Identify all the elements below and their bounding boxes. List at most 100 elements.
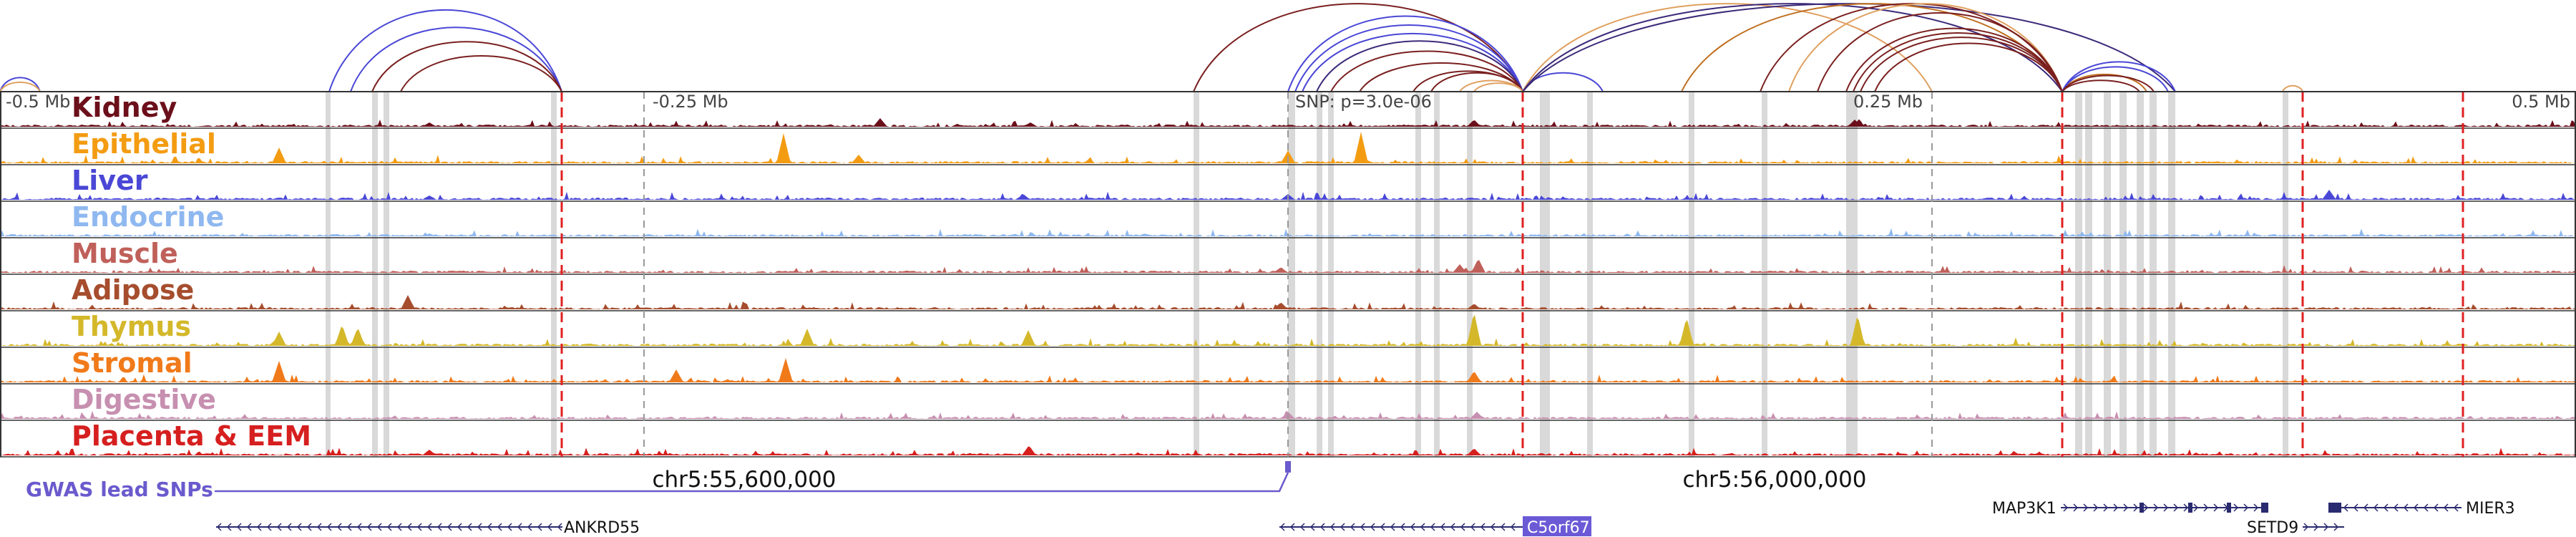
strand-arrow — [497, 523, 502, 531]
exon — [2328, 503, 2341, 513]
strand-arrow — [416, 523, 422, 531]
strand-arrow — [2103, 503, 2109, 512]
signal-area — [0, 358, 2576, 382]
strand-arrow — [2313, 523, 2319, 531]
strand-arrow — [1279, 523, 1285, 531]
strand-arrow — [2133, 503, 2139, 512]
gene-label-setd9: SETD9 — [2247, 519, 2298, 537]
chromatin-loop — [1845, 27, 2063, 92]
strand-arrows — [216, 523, 562, 531]
track-label-epithelial: Epithelial — [72, 128, 216, 160]
strand-arrow — [1330, 523, 1335, 531]
chromatin-loop — [1193, 3, 1523, 92]
chromatin-loop — [350, 26, 562, 92]
track-label-stromal: Stromal — [72, 347, 192, 379]
gene-label-c5orf67: C5orf67 — [1527, 519, 1590, 537]
strand-arrow — [2123, 503, 2129, 512]
chromatin-loop — [1522, 3, 2063, 92]
strand-arrow — [1420, 523, 1425, 531]
gene-label-ankrd55: ANKRD55 — [564, 519, 640, 537]
track-label-liver: Liver — [72, 165, 148, 196]
strand-arrow — [1350, 523, 1355, 531]
strand-arrow — [1490, 523, 1496, 531]
signal-track-stromal — [0, 358, 2576, 384]
strand-arrow — [1510, 523, 1516, 531]
chromatin-loop — [1522, 3, 1933, 92]
chromatin-loop — [1522, 3, 2176, 92]
track-label-endocrine: Endocrine — [72, 201, 224, 233]
signal-area — [0, 118, 2576, 127]
exon — [2261, 503, 2268, 513]
strand-arrow — [2163, 503, 2169, 512]
strand-arrow — [1289, 523, 1295, 531]
chromatin-loop — [1522, 72, 1604, 92]
chromatin-loop — [0, 77, 41, 92]
chromatin-loop — [1430, 72, 1523, 92]
exon — [2188, 503, 2192, 513]
strand-arrow — [2413, 503, 2419, 512]
strand-arrow — [256, 523, 262, 531]
strand-arrow — [2303, 523, 2309, 531]
strand-arrow — [1360, 523, 1365, 531]
track-label-kidney: Kidney — [72, 92, 177, 123]
strand-arrow — [2233, 503, 2239, 512]
strand-arrow — [2433, 503, 2439, 512]
strand-arrow — [376, 523, 382, 531]
strand-arrow — [2253, 503, 2259, 512]
strand-arrow — [2333, 523, 2339, 531]
strand-arrow — [326, 523, 332, 531]
coordinate-label-left: chr5:55,600,000 — [652, 467, 836, 493]
tick-label-snp: SNP: p=3.0e-06 — [1295, 92, 1432, 112]
chromatin-loop — [371, 41, 562, 92]
chromatin-loop — [1788, 3, 2063, 92]
strand-arrow — [1340, 523, 1345, 531]
signal-track-kidney — [0, 118, 2576, 129]
strand-arrow — [1500, 523, 1506, 531]
strand-arrow — [2363, 503, 2368, 512]
chromatin-loop — [2062, 79, 2140, 92]
gwas-connector — [215, 472, 1289, 493]
strand-arrow — [527, 523, 532, 531]
tick-label-minus-0-5mb: -0.5 Mb — [6, 92, 70, 112]
strand-arrow — [2063, 503, 2069, 512]
track-labels: Kidney Epithelial Liver Endocrine Muscle… — [72, 92, 311, 452]
strand-arrow — [487, 523, 492, 531]
strand-arrow — [2153, 503, 2159, 512]
strand-arrow — [1450, 523, 1455, 531]
strand-arrow — [2403, 503, 2409, 512]
strand-arrow — [236, 523, 242, 531]
strand-arrow — [2113, 503, 2119, 512]
chromatin-loop — [1473, 82, 1523, 92]
gene-track: ANKRD55 C5orf67 MAP3K1 SETD9 MIER3 — [216, 500, 2515, 537]
chromatin-loops — [0, 3, 2303, 92]
strand-arrow — [507, 523, 512, 531]
gene-map3k1: MAP3K1 — [1992, 500, 2269, 518]
strand-arrow — [346, 523, 352, 531]
strand-arrow — [386, 523, 392, 531]
strand-arrow — [2353, 503, 2358, 512]
track-label-muscle: Muscle — [72, 238, 178, 269]
strand-arrow — [406, 523, 412, 531]
strand-arrow — [366, 523, 372, 531]
strand-arrow — [2343, 503, 2348, 512]
chromatin-loop — [1853, 32, 2063, 92]
signal-area — [0, 228, 2576, 236]
gwas-snp-marker — [1285, 461, 1291, 473]
strand-arrow — [286, 523, 292, 531]
gene-highlight-box — [1523, 516, 1591, 536]
strand-arrow — [517, 523, 522, 531]
chromatin-loop — [1302, 32, 1523, 92]
strand-arrow — [1319, 523, 1325, 531]
strand-arrow — [1309, 523, 1315, 531]
tick-label-0-25mb: 0.25 Mb — [1853, 92, 1923, 112]
tick-label-minus-0-25mb: -0.25 Mb — [653, 92, 728, 112]
strand-arrow — [1460, 523, 1465, 531]
strand-arrow — [477, 523, 482, 531]
strand-arrow — [356, 523, 362, 531]
strand-arrow — [2143, 503, 2149, 512]
strand-arrow — [2203, 503, 2209, 512]
exon — [2140, 503, 2144, 513]
strand-arrow — [2193, 503, 2199, 512]
strand-arrow — [2093, 503, 2099, 512]
